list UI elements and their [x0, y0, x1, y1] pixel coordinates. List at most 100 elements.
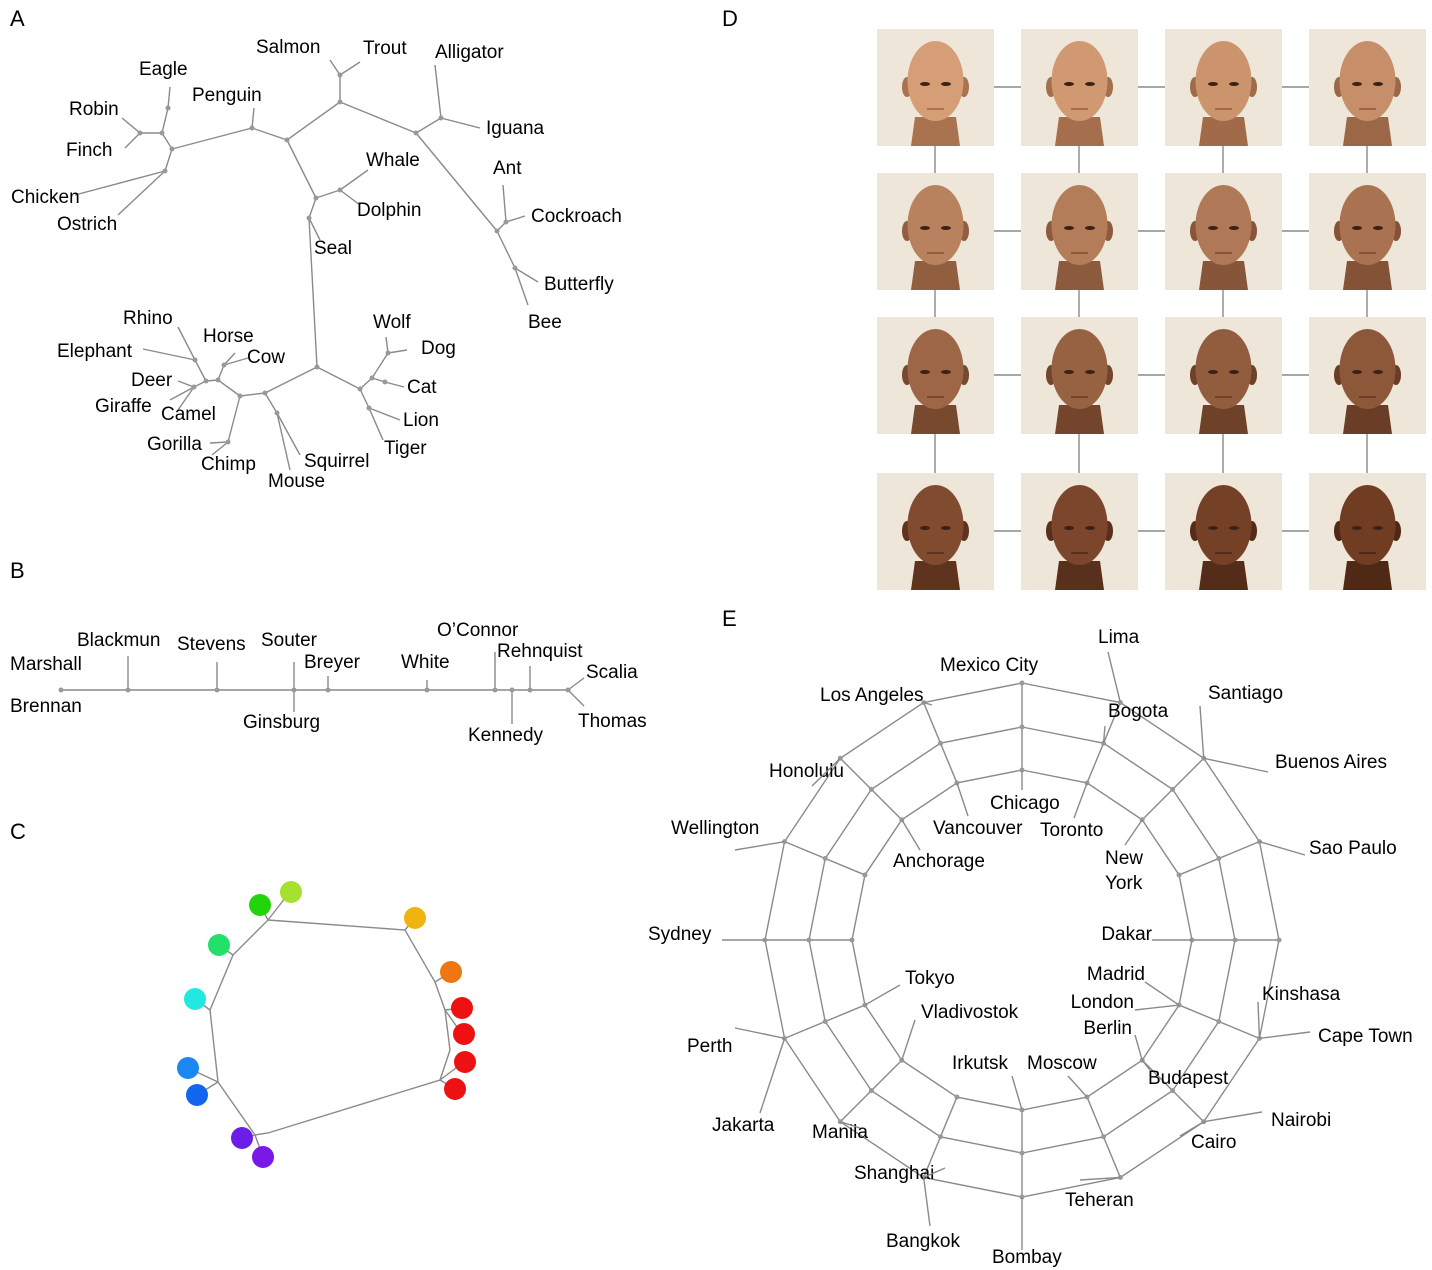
node [1233, 938, 1238, 943]
eye [941, 370, 951, 374]
eye [1229, 82, 1239, 86]
edge [172, 128, 252, 149]
face-image [1165, 29, 1282, 146]
node-label: Mouse [268, 471, 325, 492]
node [823, 1019, 828, 1024]
node-label: Alligator [435, 42, 504, 63]
neck [1055, 261, 1104, 290]
node [314, 196, 319, 201]
leaf-node [208, 934, 230, 956]
node [126, 688, 131, 693]
node-label: Dakar [1101, 924, 1152, 945]
node [370, 376, 375, 381]
edge [122, 118, 140, 133]
leaf-edge [1012, 1076, 1022, 1110]
edge [340, 102, 416, 133]
node-label: Whale [366, 150, 420, 171]
edge [568, 690, 584, 706]
node [439, 116, 444, 121]
node-label: Chimp [201, 454, 256, 475]
node-label: Chicago [990, 793, 1060, 814]
node [1020, 681, 1025, 686]
eye [920, 226, 930, 230]
node [954, 1095, 959, 1100]
edge [497, 231, 515, 268]
face-image [877, 473, 994, 590]
edge [515, 268, 528, 305]
leaf-edge [1142, 1060, 1150, 1070]
node-label: Ant [493, 158, 522, 179]
eye [1373, 82, 1383, 86]
leaf-node [249, 894, 271, 916]
node-label: Ginsburg [243, 712, 320, 733]
node-label: Bee [528, 312, 562, 333]
node [938, 741, 943, 746]
node-label: Deer [131, 370, 173, 391]
face-image [877, 29, 994, 146]
node [238, 394, 243, 399]
edge [441, 118, 480, 128]
eye [1208, 226, 1218, 230]
eye [1229, 526, 1239, 530]
leaf-edge [957, 783, 968, 816]
node [510, 688, 515, 693]
node-label: Bangkok [886, 1231, 960, 1252]
neck [911, 561, 960, 590]
neck [1343, 405, 1392, 434]
node-label: Sydney [648, 924, 712, 945]
face-image [1165, 317, 1282, 434]
eye [1064, 370, 1074, 374]
leaf-edge [924, 1177, 930, 1226]
node [938, 1134, 943, 1139]
node [383, 380, 388, 385]
node [495, 229, 500, 234]
node-label: Lion [403, 410, 439, 431]
edge [277, 413, 290, 470]
node-label: Marshall [10, 654, 82, 675]
node-label: Butterfly [544, 274, 614, 295]
node-label: Wellington [671, 818, 759, 839]
eye [1229, 226, 1239, 230]
leaf-edge [1259, 842, 1305, 855]
node-label: Mexico City [940, 655, 1039, 676]
node-label: Salmon [256, 37, 320, 58]
edge [372, 353, 388, 378]
leaf-edge [1135, 1005, 1179, 1010]
edge [435, 65, 441, 118]
node [138, 131, 143, 136]
node [160, 131, 165, 136]
leaf-node [404, 907, 426, 929]
leaf-edge [1125, 820, 1142, 845]
edge [317, 367, 360, 389]
node [414, 131, 419, 136]
panel-letter: D [722, 6, 738, 31]
node [358, 387, 363, 392]
leaf-edge [1200, 706, 1204, 758]
node [216, 378, 221, 383]
edge [309, 198, 316, 218]
node [307, 216, 312, 221]
edge [162, 108, 168, 133]
face-image [1309, 317, 1426, 434]
edge [340, 170, 368, 190]
node-label: Kennedy [468, 725, 544, 746]
neck [911, 261, 960, 290]
node [59, 688, 64, 693]
node-label: Sao Paulo [1309, 838, 1397, 859]
node-label: Dolphin [357, 200, 421, 221]
edge [252, 108, 254, 128]
node [166, 106, 171, 111]
node-label: Chicken [11, 187, 80, 208]
leaf-edge [1204, 758, 1268, 772]
edge [265, 367, 317, 393]
node [1216, 1019, 1221, 1024]
face-image [1309, 29, 1426, 146]
leaf-edge [735, 1028, 785, 1038]
face-image [877, 173, 994, 290]
neck [1343, 561, 1392, 590]
node-label: Manila [812, 1122, 868, 1143]
face-image [1021, 29, 1138, 146]
node-label: Nairobi [1271, 1110, 1331, 1131]
node-label: Thomas [578, 711, 647, 732]
eye [941, 526, 951, 530]
